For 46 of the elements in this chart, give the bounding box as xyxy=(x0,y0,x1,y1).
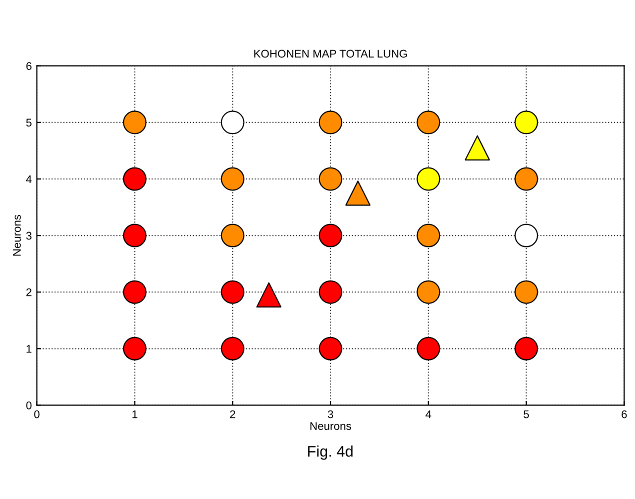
point xyxy=(122,224,146,248)
caption: Fig. 4d xyxy=(308,446,353,460)
y-tick-label: 2 xyxy=(26,288,32,296)
point xyxy=(220,280,244,304)
point xyxy=(122,280,146,304)
chart-title: KOHONEN MAP TOTAL LUNG xyxy=(254,50,407,58)
point xyxy=(345,180,371,206)
point xyxy=(318,110,342,134)
point xyxy=(416,336,440,360)
point xyxy=(256,282,282,308)
point xyxy=(464,135,490,160)
point xyxy=(220,336,244,360)
point xyxy=(220,110,244,134)
point xyxy=(122,336,146,360)
point xyxy=(318,167,342,191)
point xyxy=(318,280,342,304)
point xyxy=(514,224,538,248)
x-tick-label: 6 xyxy=(622,410,627,418)
y-axis-title: Neurons xyxy=(13,214,21,256)
y-tick-label: 5 xyxy=(26,118,32,127)
point xyxy=(220,224,244,248)
x-axis-title: Neurons xyxy=(310,422,352,430)
x-tick-label: 3 xyxy=(328,410,334,418)
y-tick-label: 4 xyxy=(26,175,32,183)
point xyxy=(514,167,538,191)
x-tick-label: 2 xyxy=(230,410,236,418)
y-tick-label: 1 xyxy=(26,345,32,353)
x-tick-label: 4 xyxy=(426,410,432,418)
point xyxy=(122,110,146,134)
x-tick-label: 1 xyxy=(132,410,138,418)
y-tick-label: 6 xyxy=(26,62,32,70)
point xyxy=(318,224,342,248)
point xyxy=(122,167,146,191)
point xyxy=(318,336,342,360)
point xyxy=(220,167,244,191)
point xyxy=(416,167,440,191)
point xyxy=(416,224,440,248)
point xyxy=(416,110,440,134)
y-tick-label: 0 xyxy=(26,401,32,410)
x-tick-label: 0 xyxy=(34,410,40,418)
point xyxy=(514,110,538,134)
x-tick-label: 5 xyxy=(524,410,529,418)
point xyxy=(514,336,538,360)
y-tick-label: 3 xyxy=(26,232,32,240)
point xyxy=(514,280,538,304)
point xyxy=(416,280,440,304)
